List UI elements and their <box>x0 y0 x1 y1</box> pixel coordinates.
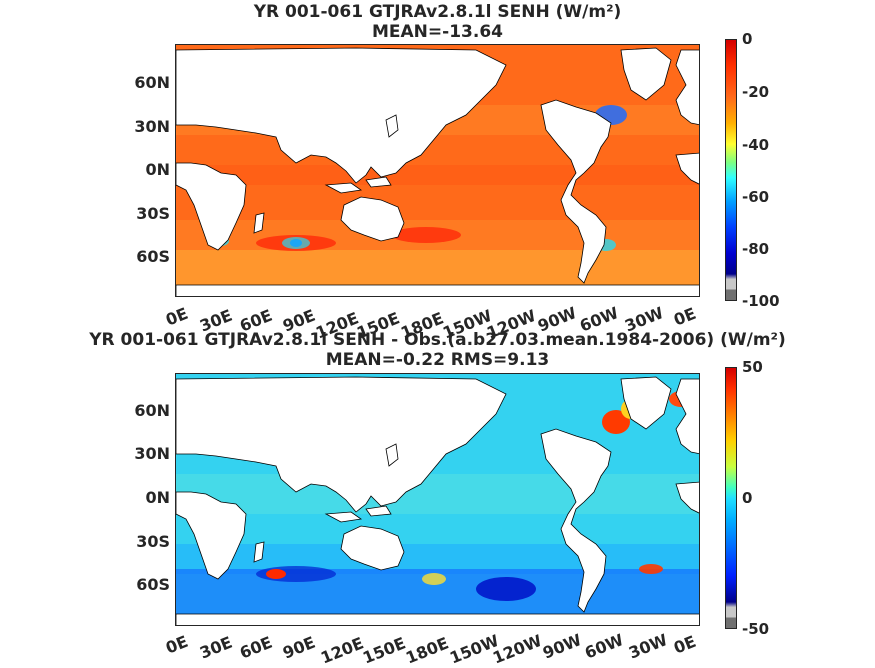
lon-label: 120E <box>318 633 367 668</box>
panel2-colorbar <box>725 367 737 629</box>
lat-label: 60S <box>136 575 170 594</box>
lat-label: 60N <box>134 73 170 92</box>
colorbar-tick: 0 <box>742 489 753 507</box>
lon-label: 180E <box>403 633 452 668</box>
panel1-map <box>175 44 700 297</box>
colorbar-tick: -50 <box>742 620 770 638</box>
panel2-map <box>175 373 700 626</box>
lon-label: 0E <box>163 303 191 330</box>
colorbar-tick: -60 <box>742 188 770 206</box>
panel2-map-svg <box>176 374 699 625</box>
lat-label: 0N <box>145 488 170 507</box>
lon-label: 90W <box>540 630 585 663</box>
colorbar-tick: -20 <box>742 83 770 101</box>
colorbar-tick: 0 <box>742 30 753 48</box>
panel1-colorbar <box>725 39 737 301</box>
lon-label: 120W <box>490 630 545 668</box>
lat-label: 30S <box>136 532 170 551</box>
lon-label: 0E <box>163 631 191 658</box>
colorbar-tick: -80 <box>742 240 770 258</box>
lon-label: 90E <box>280 632 318 663</box>
colorbar-tick: -100 <box>742 292 780 310</box>
colorbar-tick: -40 <box>742 136 770 154</box>
lat-label: 60S <box>136 247 170 266</box>
colorbar-tick: 50 <box>742 358 763 376</box>
panel1-subtitle: MEAN=-13.64 <box>372 22 503 42</box>
lat-label: 60N <box>134 401 170 420</box>
panel2-subtitle: MEAN=-0.22 RMS=9.13 <box>325 350 550 370</box>
lon-label: 60E <box>237 632 275 663</box>
lon-label: 0E <box>671 303 699 330</box>
lat-label: 30N <box>134 117 170 136</box>
panel1-title: YR 001-061 GTJRAv2.8.1l SENH (W/m²) <box>253 2 622 22</box>
lon-label: 60W <box>582 630 627 663</box>
lat-label: 30S <box>136 204 170 223</box>
panel1-map-svg <box>176 45 699 296</box>
panel2-title: YR 001-061 GTJRAv2.8.1l SENH - Obs.(a.b2… <box>89 330 786 350</box>
lat-label: 30N <box>134 444 170 463</box>
lat-label: 0N <box>145 160 170 179</box>
lon-label: 150E <box>360 633 409 668</box>
lon-label: 30E <box>197 632 235 663</box>
lon-label: 30W <box>626 630 671 663</box>
lon-label: 0E <box>671 631 699 658</box>
